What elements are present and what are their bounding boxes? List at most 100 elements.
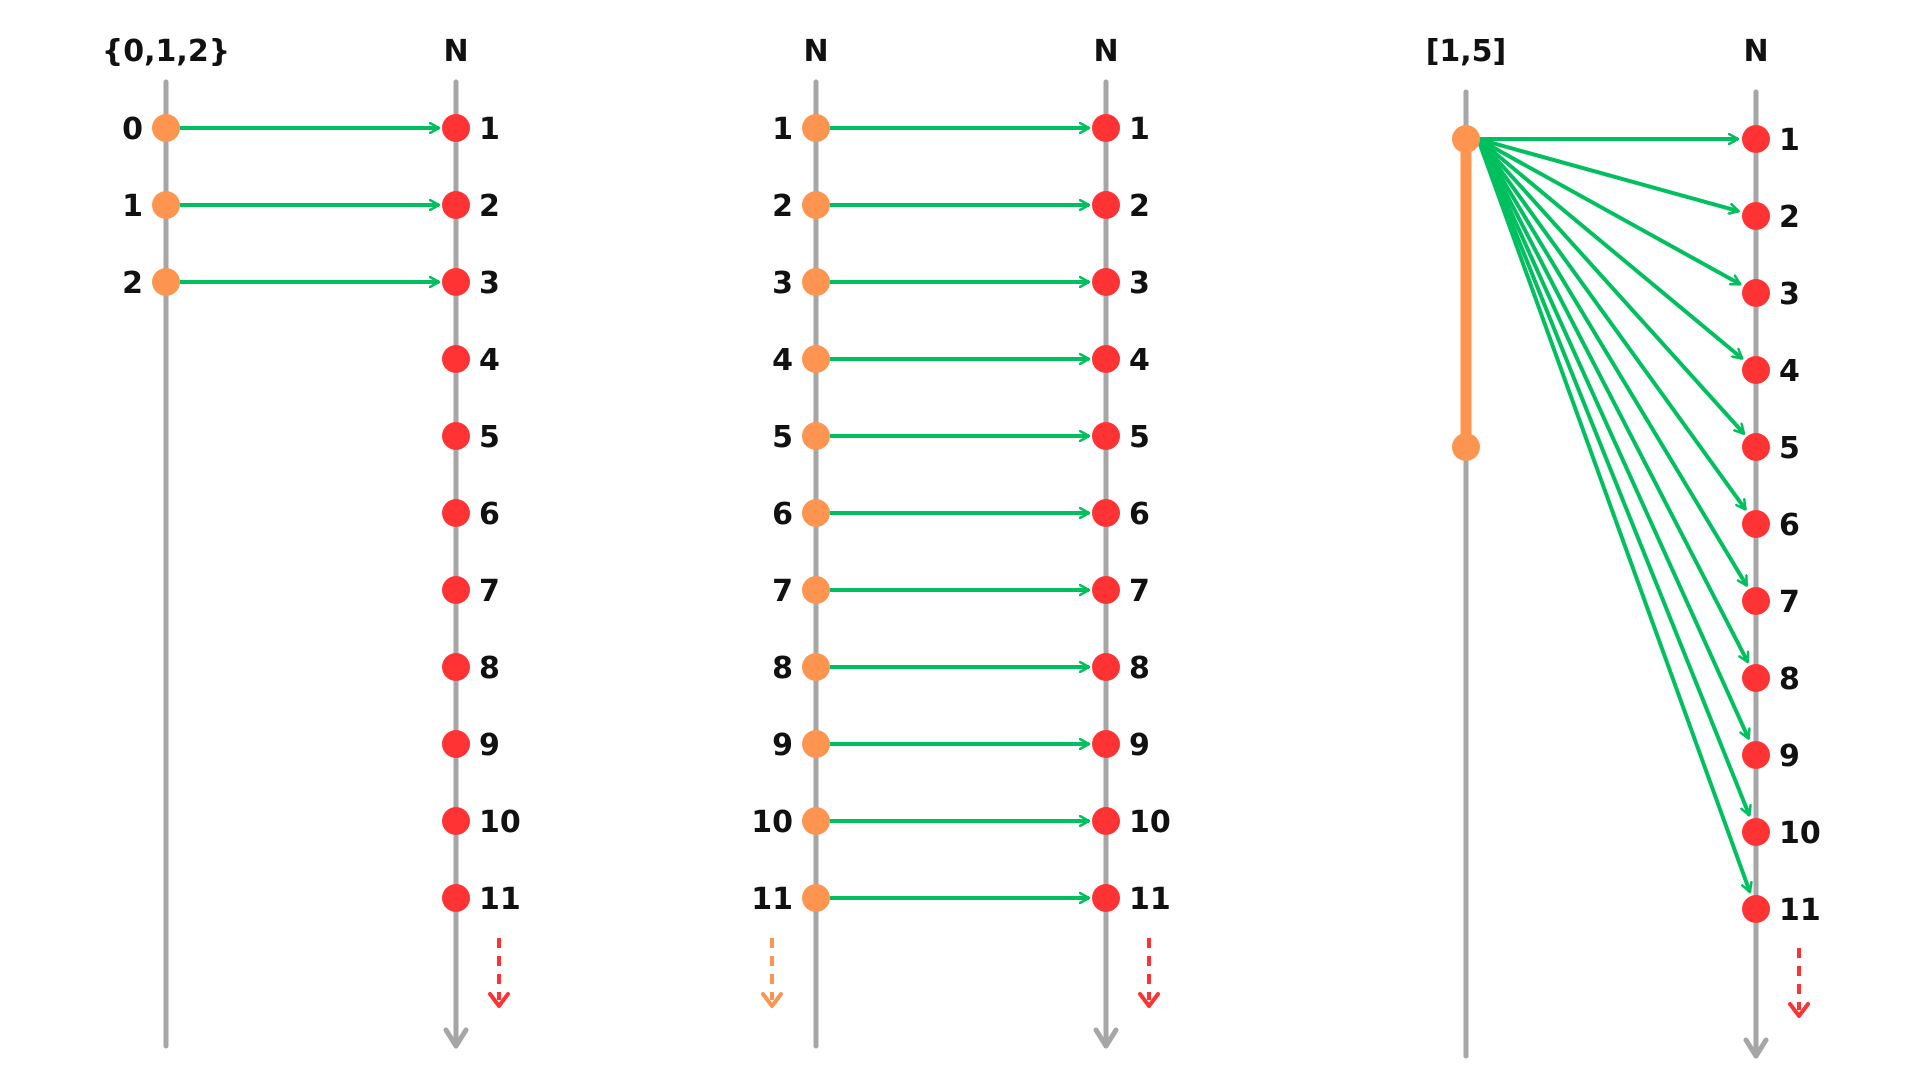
panel1-target-dot xyxy=(442,499,470,527)
panel2-target-label: 7 xyxy=(1129,574,1150,609)
panel2-source-continuation-head xyxy=(761,992,783,1008)
panel1-target-dot xyxy=(442,345,470,373)
panel1-source-label: 2 xyxy=(122,266,143,301)
panel2-source-dot xyxy=(802,730,830,758)
panel3-target-axis-arrowhead xyxy=(1743,1037,1769,1059)
panel3-fan-arrow xyxy=(1476,137,1744,361)
panel3-target-dot xyxy=(1742,356,1770,384)
panel2-target-label: 9 xyxy=(1129,728,1150,763)
panel3-fan-arrow xyxy=(1476,138,1749,815)
panel3-interval-end-dot xyxy=(1452,433,1480,461)
panel1-target-label: 1 xyxy=(479,112,500,147)
panel2-source-label: 6 xyxy=(772,497,793,532)
panel2-source-label: 4 xyxy=(772,343,793,378)
panel3-target-dot xyxy=(1742,587,1770,615)
panel2-target-label: 8 xyxy=(1129,651,1150,686)
panel3-target-dot xyxy=(1742,818,1770,846)
panel3-target-dot xyxy=(1742,125,1770,153)
panel3-target-label: 9 xyxy=(1779,739,1800,774)
panel3-fan-arrow xyxy=(1476,137,1746,435)
panel3-target-dot xyxy=(1742,741,1770,769)
panel2-target-dot xyxy=(1092,191,1120,219)
panel3-target-label: 3 xyxy=(1779,277,1800,312)
panel3-target-label: 4 xyxy=(1779,354,1800,389)
panel2-source-dot xyxy=(802,576,830,604)
panel1-target-title: N xyxy=(443,34,468,69)
panel2-target-title: N xyxy=(1093,34,1118,69)
panel3-source-title: [1,5] xyxy=(1426,34,1507,69)
panel2-target-dot xyxy=(1092,345,1120,373)
panel2-source-label: 10 xyxy=(751,805,793,840)
panel2-target-dot xyxy=(1092,653,1120,681)
panel1-target-label: 10 xyxy=(479,805,521,840)
panel2-target-axis-arrowhead xyxy=(1093,1027,1119,1049)
panel2-target-label: 5 xyxy=(1129,420,1150,455)
panel1-target-label: 6 xyxy=(479,497,500,532)
panel1-source-dot xyxy=(152,114,180,142)
panel1-target-label: 3 xyxy=(479,266,500,301)
panel1-target-dot xyxy=(442,807,470,835)
panel1-source-label: 1 xyxy=(122,189,143,224)
panel3-target-continuation-head xyxy=(1788,1002,1810,1018)
panel1-source-label: 0 xyxy=(122,112,143,147)
panel3-target-label: 10 xyxy=(1779,816,1821,851)
panel3-target-dot xyxy=(1742,895,1770,923)
panel2-source-label: 5 xyxy=(772,420,793,455)
panel2-source-dot xyxy=(802,191,830,219)
panel3-target-dot xyxy=(1742,510,1770,538)
panel2-source-dot xyxy=(802,114,830,142)
panel3-target-dot xyxy=(1742,664,1770,692)
panel1-source-title: {0,1,2} xyxy=(102,34,230,69)
panel2-target-dot xyxy=(1092,576,1120,604)
panel1-target-dot xyxy=(442,422,470,450)
panel2-target-dot xyxy=(1092,422,1120,450)
panel1-target-label: 11 xyxy=(479,882,521,917)
panel3-target-dot xyxy=(1742,279,1770,307)
panel2-target-label: 4 xyxy=(1129,343,1150,378)
panel2-target-dot xyxy=(1092,499,1120,527)
panel1-target-dot xyxy=(442,730,470,758)
panel1-source-dot xyxy=(152,268,180,296)
panel2-target-dot xyxy=(1092,114,1120,142)
panel3-target-label: 6 xyxy=(1779,508,1800,543)
panel2-target-dot xyxy=(1092,884,1120,912)
panel2-target-label: 11 xyxy=(1129,882,1171,917)
panel3-target-title: N xyxy=(1743,34,1768,69)
panel1-target-label: 4 xyxy=(479,343,500,378)
panel2-source-dot xyxy=(802,884,830,912)
panel3-fan-arrow xyxy=(1476,137,1748,509)
panel2-source-label: 1 xyxy=(772,112,793,147)
panel3-fan-arrow xyxy=(1477,137,1739,211)
panel3-fan-arrow xyxy=(1477,137,1740,287)
panel3-fan-arrow xyxy=(1476,138,1749,739)
panel2-source-label: 2 xyxy=(772,189,793,224)
panel2-source-dot xyxy=(802,268,830,296)
panel2-source-label: 8 xyxy=(772,651,793,686)
panel2-target-continuation-head xyxy=(1138,992,1160,1008)
panel3-target-label: 2 xyxy=(1779,200,1800,235)
panel3-target-dot xyxy=(1742,433,1770,461)
panel2-target-label: 1 xyxy=(1129,112,1150,147)
panel3-fan-arrow xyxy=(1476,138,1750,892)
panel1-target-label: 9 xyxy=(479,728,500,763)
panel2-source-label: 3 xyxy=(772,266,793,301)
panel1-target-continuation-head xyxy=(488,992,510,1008)
panel3-fan-arrow xyxy=(1476,137,1749,586)
panel2-target-dot xyxy=(1092,807,1120,835)
panel2-target-label: 6 xyxy=(1129,497,1150,532)
panel2-target-label: 3 xyxy=(1129,266,1150,301)
panel1-target-label: 2 xyxy=(479,189,500,224)
panel1-target-dot xyxy=(442,576,470,604)
panel1-target-axis-arrowhead xyxy=(443,1027,469,1049)
panel2-target-label: 10 xyxy=(1129,805,1171,840)
panel2-source-dot xyxy=(802,345,830,373)
panel2-target-label: 2 xyxy=(1129,189,1150,224)
panel3-target-label: 1 xyxy=(1779,123,1800,158)
panel3-target-label: 8 xyxy=(1779,662,1800,697)
panel1-source-dot xyxy=(152,191,180,219)
panel2-source-label: 9 xyxy=(772,728,793,763)
panel1-target-label: 7 xyxy=(479,574,500,609)
panel1-target-dot xyxy=(442,653,470,681)
panel2-source-dot xyxy=(802,499,830,527)
